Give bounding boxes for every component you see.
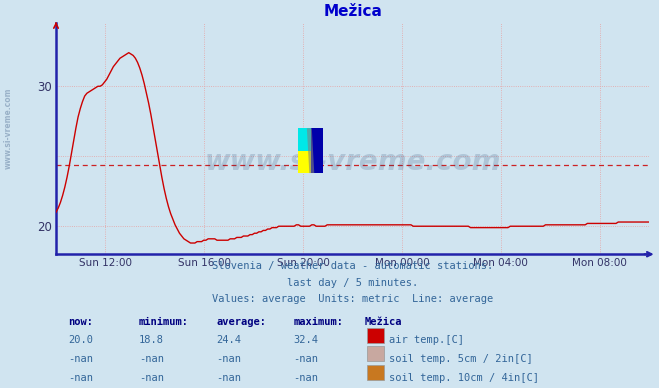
- FancyBboxPatch shape: [368, 346, 384, 361]
- Text: 32.4: 32.4: [293, 335, 318, 345]
- Text: now:: now:: [68, 317, 93, 327]
- Text: Values: average  Units: metric  Line: average: Values: average Units: metric Line: aver…: [212, 294, 493, 305]
- Text: -nan: -nan: [68, 354, 93, 364]
- Text: -nan: -nan: [293, 354, 318, 364]
- Text: maximum:: maximum:: [293, 317, 343, 327]
- Text: www.si-vreme.com: www.si-vreme.com: [3, 87, 13, 169]
- FancyBboxPatch shape: [368, 365, 384, 380]
- Bar: [298, 128, 310, 151]
- Text: -nan: -nan: [139, 373, 164, 383]
- Text: Slovenia / weather data - automatic stations.: Slovenia / weather data - automatic stat…: [212, 261, 493, 271]
- Text: -nan: -nan: [139, 354, 164, 364]
- Bar: [310, 128, 323, 173]
- Text: air temp.[C]: air temp.[C]: [389, 335, 465, 345]
- Text: -nan: -nan: [68, 373, 93, 383]
- Text: -nan: -nan: [293, 373, 318, 383]
- Polygon shape: [307, 128, 314, 173]
- Text: 18.8: 18.8: [139, 335, 164, 345]
- Text: -nan: -nan: [216, 373, 241, 383]
- Title: Mežica: Mežica: [323, 4, 382, 19]
- Text: Mežica: Mežica: [364, 317, 402, 327]
- Text: 20.0: 20.0: [68, 335, 93, 345]
- Text: www.si-vreme.com: www.si-vreme.com: [204, 148, 501, 176]
- Text: -nan: -nan: [216, 354, 241, 364]
- Bar: [298, 151, 310, 173]
- FancyBboxPatch shape: [368, 384, 384, 388]
- Text: soil temp. 5cm / 2in[C]: soil temp. 5cm / 2in[C]: [389, 354, 533, 364]
- Text: minimum:: minimum:: [139, 317, 189, 327]
- Text: 24.4: 24.4: [216, 335, 241, 345]
- FancyBboxPatch shape: [368, 327, 384, 343]
- Text: last day / 5 minutes.: last day / 5 minutes.: [287, 277, 418, 288]
- Text: soil temp. 10cm / 4in[C]: soil temp. 10cm / 4in[C]: [389, 373, 539, 383]
- Text: average:: average:: [216, 317, 266, 327]
